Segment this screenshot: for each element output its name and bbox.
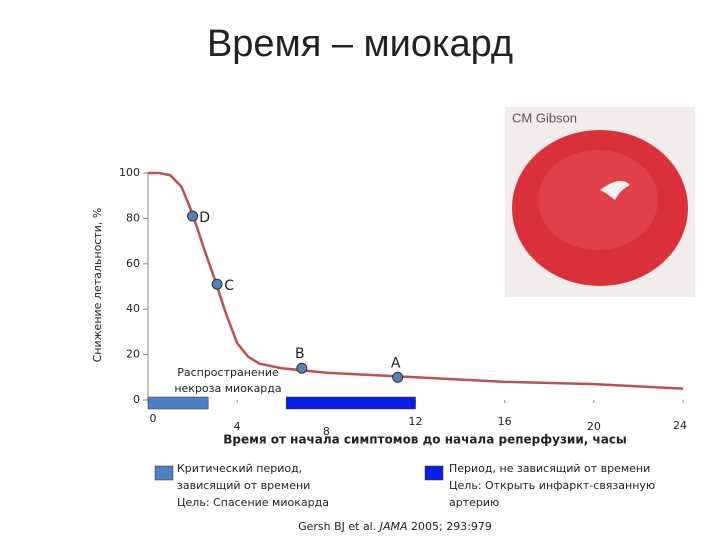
y-tick-label: 60 [126, 257, 140, 270]
point-label: C [224, 278, 234, 294]
legend-text: Критический период, [177, 462, 302, 475]
y-tick-label: 0 [133, 393, 140, 406]
period-bar [285, 396, 416, 410]
x-axis-label: Время от начала симптомов до начала репе… [223, 433, 627, 447]
legend-text: Период, не зависящий от времени [449, 462, 650, 475]
heart-image: CM Gibson [505, 107, 695, 297]
point-label: A [391, 355, 401, 371]
source-part: 2005; 293:979 [408, 520, 492, 533]
x-tick-label: 0 [150, 412, 157, 425]
y-tick-label: 100 [119, 166, 140, 179]
source-part: JAMA [378, 520, 408, 533]
point [296, 362, 308, 374]
y-axis-label: Снижение летальности, % [91, 208, 104, 363]
x-tick-label: 8 [323, 425, 330, 438]
annotation: некроза миокарда [174, 382, 281, 395]
title: Время – миокард [207, 23, 513, 65]
y-tick-label: 20 [126, 348, 140, 361]
y-tick-label: 40 [126, 302, 140, 315]
legend-swatch [424, 465, 444, 481]
image-credit: CM Gibson [512, 110, 577, 125]
point [392, 371, 404, 383]
legend-text: зависящий от времени [177, 479, 310, 492]
curve [148, 171, 684, 390]
x-tick-label: 16 [498, 415, 512, 428]
point-label: D [199, 210, 210, 226]
x-tick-label: 4 [234, 420, 241, 433]
point [211, 278, 223, 290]
x-tick-label: 24 [673, 419, 687, 432]
point [187, 210, 199, 222]
y-tick-label: 80 [126, 211, 140, 224]
legend-text: Цель: Спасение миокарда [177, 496, 329, 509]
period-bar [147, 396, 209, 410]
source-part: Gersh BJ et al. [298, 520, 380, 533]
point-label: B [295, 346, 305, 362]
source: Gersh BJ et al. JAMA 2005; 293:979 [298, 520, 492, 533]
heart-cavity [600, 181, 630, 200]
legend-swatch [154, 465, 174, 481]
annotation: Распространение [177, 366, 279, 379]
heart-inner [538, 150, 658, 250]
x-tick-label: 20 [587, 420, 601, 433]
x-tick-label: 12 [409, 415, 423, 428]
legend-text: артерию [449, 496, 499, 509]
legend-text: Цель: Открыть инфаркт-связанную [449, 479, 655, 492]
